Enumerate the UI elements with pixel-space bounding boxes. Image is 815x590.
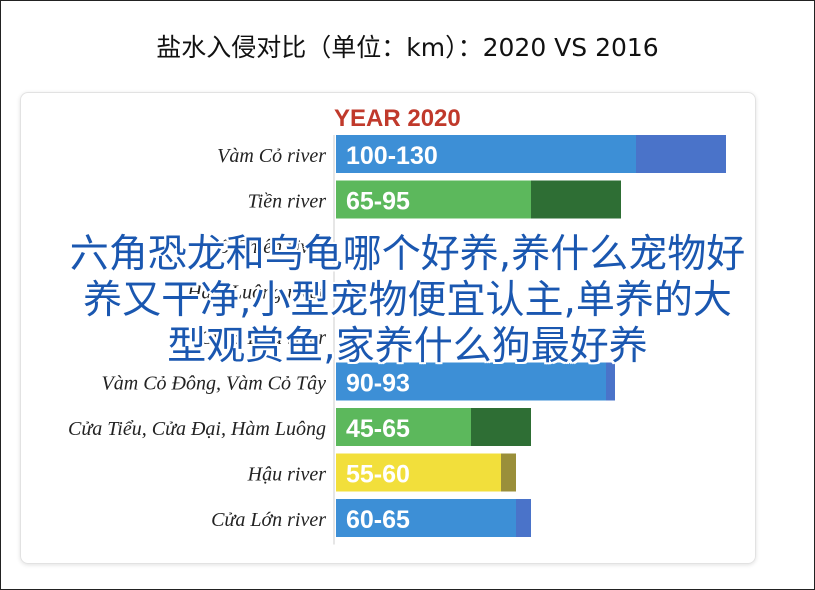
page-title: 盐水入侵对比（单位：km）：2020 VS 2016 xyxy=(156,33,659,62)
data-label: 90-93 xyxy=(346,370,410,398)
bar-range xyxy=(501,453,516,492)
bar-range xyxy=(471,408,531,446)
category-label: Cửa Lớn river xyxy=(211,509,326,531)
category-label: Cửa Tiểu, Cửa Đại, Hàm Luông xyxy=(68,418,326,440)
bar-range xyxy=(531,180,621,219)
overlay-line: 型观赏鱼,家养什么狗最好养 xyxy=(167,324,648,369)
category-label: Vàm Cỏ Đông, Vàm Cỏ Tây xyxy=(102,373,327,395)
bar-min xyxy=(336,453,501,492)
overlay-line: 六角恐龙和乌龟哪个好养,养什么宠物好 xyxy=(69,232,746,277)
data-label: 45-65 xyxy=(346,415,410,443)
overlay-line: 养又干净,小型宠物便宜认主,单养的大 xyxy=(83,278,732,323)
bar-min xyxy=(336,180,531,219)
category-label: Hàm Luông river xyxy=(186,282,326,304)
bar-range xyxy=(636,135,726,173)
category-label: Cung Hầu river xyxy=(199,327,326,349)
bar-min xyxy=(336,135,636,173)
chart-title: YEAR 2020 xyxy=(334,105,461,132)
bar-range xyxy=(516,499,531,537)
data-label: 100-130 xyxy=(346,142,438,170)
data-label: 65-95 xyxy=(346,188,410,216)
category-label: Vàm Cỏ river xyxy=(217,145,326,167)
data-label: 55-60 xyxy=(346,461,410,489)
bar-min xyxy=(336,499,516,537)
chart-panel xyxy=(20,92,756,564)
category-label: Hậu river xyxy=(247,464,327,486)
bar-min xyxy=(336,408,471,446)
bar-range xyxy=(606,362,615,401)
category-label: Tiền river xyxy=(248,191,327,213)
bar-min xyxy=(336,362,606,401)
category-label: Cổ Chiên river xyxy=(206,236,326,258)
overlay-caption: 六角恐龙和乌龟哪个好养,养什么宠物好 养又干净,小型宠物便宜认主,单养的大 型观… xyxy=(0,232,815,370)
data-label: 60-65 xyxy=(346,506,410,534)
